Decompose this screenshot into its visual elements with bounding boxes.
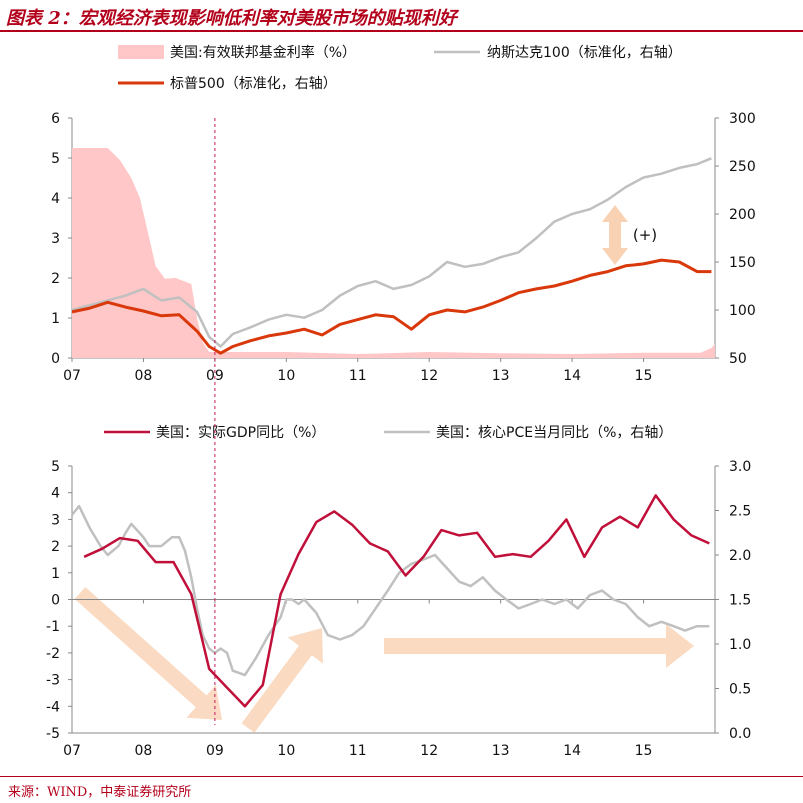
right-tick-label: 2.5 [729, 504, 751, 520]
legend-label-gdp: 美国：实际GDP同比（%） [156, 425, 325, 441]
flat-trend-arrow [384, 624, 694, 668]
legend-label-core-pce: 美国：核心PCE当月同比（%，右轴） [436, 425, 672, 441]
x-tick-label: 15 [635, 743, 653, 759]
left-tick-label: -5 [46, 726, 60, 742]
left-tick-label: 1 [51, 566, 60, 582]
left-tick-label: 5 [51, 459, 60, 475]
x-tick-label: 08 [135, 368, 153, 384]
x-tick-label: 11 [349, 743, 367, 759]
real-gdp-line [83, 494, 710, 708]
right-tick-label: 3.0 [729, 459, 751, 475]
arrow-head-down [602, 248, 628, 265]
right-tick-label: 0.0 [729, 726, 751, 742]
x-tick-label: 13 [492, 368, 510, 384]
x-tick-label: 15 [635, 368, 653, 384]
left-tick-label: 6 [51, 111, 60, 127]
left-tick-label: -4 [46, 699, 60, 715]
arrow-head-up [602, 205, 628, 222]
x-tick-label: 08 [135, 743, 153, 759]
source-rule [0, 776, 803, 777]
chart1-axes [68, 465, 719, 734]
top-legend [118, 45, 480, 85]
x-tick-label: 13 [492, 743, 510, 759]
source-note: 来源：WIND，中泰证券研究所 [8, 785, 192, 800]
left-tick-label: 4 [51, 486, 60, 502]
left-tick-label: -1 [46, 619, 60, 635]
left-tick-label: 3 [51, 231, 60, 247]
left-tick-label: 5 [51, 151, 60, 167]
sp500-line [71, 258, 712, 355]
right-tick-label: 0.5 [729, 682, 751, 698]
x-tick-label: 14 [563, 743, 581, 759]
trend-arrows [74, 587, 694, 733]
arrow-shaft [609, 221, 621, 249]
left-tick-label: 0 [51, 593, 60, 609]
figure-title: 图表 2：宏观经济表现影响低利率对美股市场的贴现利好 [6, 8, 457, 29]
left-tick-label: 2 [51, 539, 60, 555]
x-tick-label: 14 [563, 368, 581, 384]
left-tick-label: -3 [46, 673, 60, 689]
right-tick-label: 1.0 [729, 637, 751, 653]
right-tick-label: 2.0 [729, 548, 751, 564]
nasdaq100-line [71, 157, 712, 348]
spread-annotation: (+) [633, 226, 657, 244]
title-rule [0, 30, 803, 32]
left-tick-label: 1 [51, 311, 60, 327]
right-tick-label: 300 [729, 111, 756, 127]
x-tick-label: 07 [63, 743, 81, 759]
x-tick-label: 11 [349, 368, 367, 384]
right-tick-label: 250 [729, 159, 756, 175]
left-tick-label: 2 [51, 271, 60, 287]
right-tick-label: 1.5 [729, 593, 751, 609]
legend-swatch-fed-funds [118, 45, 164, 59]
left-tick-label: 4 [51, 191, 60, 207]
right-tick-label: 150 [729, 255, 756, 271]
x-tick-label: 07 [63, 368, 81, 384]
up-trend-arrow [241, 628, 323, 733]
fed-funds-rate-area [72, 148, 715, 358]
right-tick-label: 50 [729, 351, 747, 367]
x-tick-label: 12 [420, 743, 438, 759]
right-tick-label: 200 [729, 207, 756, 223]
down-trend-arrow [74, 587, 222, 720]
x-tick-label: 12 [420, 368, 438, 384]
legend-label-nasdaq100: 纳斯达克100（标准化，右轴） [487, 45, 682, 61]
x-tick-label: 10 [277, 368, 295, 384]
left-tick-label: 3 [51, 512, 60, 528]
legend-label-fed-funds: 美国:有效联邦基金利率（%） [170, 44, 356, 61]
spread-double-arrow [602, 205, 628, 265]
legend-label-sp500: 标普500（标准化，右轴） [170, 76, 337, 92]
core-pce-line [71, 504, 710, 677]
x-tick-label: 10 [277, 743, 295, 759]
left-tick-label: -2 [46, 646, 60, 662]
right-tick-label: 100 [729, 303, 756, 319]
left-tick-label: 0 [51, 351, 60, 367]
x-tick-label: 09 [206, 743, 224, 759]
